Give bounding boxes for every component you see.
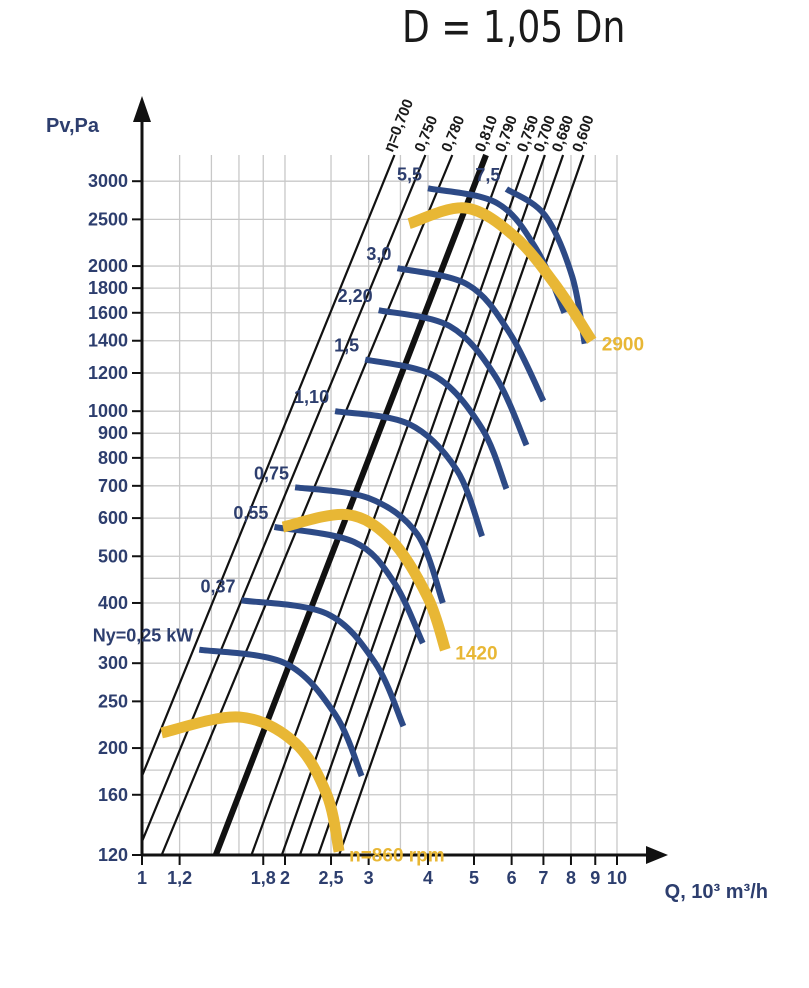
x-tick-label: 4 — [423, 868, 433, 888]
power-label: 5,5 — [397, 164, 422, 184]
y-tick-label: 250 — [98, 691, 128, 711]
power-curves — [198, 185, 588, 778]
y-tick-label: 1600 — [88, 303, 128, 323]
y-tick-label: 700 — [98, 476, 128, 496]
power-label: Ny=0,25 kW — [93, 626, 194, 646]
chart-title: D = 1,05 Dn — [402, 3, 625, 53]
x-tick-label: 1,2 — [167, 868, 192, 888]
y-axis-arrow — [133, 96, 151, 122]
y-tick-label: 500 — [98, 546, 128, 566]
power-label: 1,10 — [294, 387, 329, 407]
speed-curve — [407, 202, 597, 344]
power-label: 0,75 — [254, 463, 289, 483]
efficiency-line — [212, 153, 489, 855]
x-tick-label: 3 — [364, 868, 374, 888]
y-tick-label: 200 — [98, 738, 128, 758]
power-label: 0,37 — [200, 576, 235, 596]
speed-label: n=860 rpm — [349, 846, 445, 867]
speed-label: 1420 — [455, 644, 497, 665]
speed-label: 2900 — [602, 335, 644, 356]
power-curve — [241, 597, 407, 728]
efficiency-line — [280, 154, 530, 855]
x-tick-label: 6 — [507, 868, 517, 888]
power-curve — [198, 646, 365, 778]
y-tick-label: 1200 — [88, 363, 128, 383]
y-tick-label: 400 — [98, 593, 128, 613]
power-label: 1,5 — [334, 335, 359, 355]
power-curve — [396, 265, 547, 403]
y-tick-label: 1000 — [88, 401, 128, 421]
y-tick-label: 600 — [98, 508, 128, 528]
y-tick-label: 900 — [98, 423, 128, 443]
x-tick-label: 8 — [566, 868, 576, 888]
x-tick-label: 9 — [590, 868, 600, 888]
power-label: 7,5 — [475, 165, 500, 185]
power-curve — [334, 408, 485, 538]
power-curve — [273, 524, 426, 645]
efficiency-line — [317, 154, 565, 855]
efficiency-label: 0,780 — [438, 113, 468, 154]
power-label: 3,0 — [366, 244, 391, 264]
y-tick-label: 2500 — [88, 209, 128, 229]
speed-curve — [160, 711, 345, 853]
y-tick-label: 120 — [98, 845, 128, 865]
x-tick-label: 1,8 — [251, 868, 276, 888]
efficiency-line — [298, 154, 546, 855]
y-tick-label: 3000 — [88, 171, 128, 191]
x-tick-label: 2,5 — [319, 868, 344, 888]
y-tick-label: 160 — [98, 785, 128, 805]
speed-curves — [160, 202, 597, 853]
power-curve — [364, 356, 510, 490]
y-axis-label: Pv,Pa — [46, 115, 100, 137]
y-tick-label: 800 — [98, 448, 128, 468]
power-label: 0,55 — [233, 503, 268, 523]
efficiency-lines — [142, 153, 585, 855]
efficiency-label: 0,750 — [411, 113, 441, 154]
power-curve — [378, 307, 530, 447]
power-curve — [294, 484, 446, 605]
x-tick-label: 10 — [607, 868, 627, 888]
x-axis-label: Q, 10³ m³/h — [665, 881, 768, 903]
y-tick-label: 300 — [98, 653, 128, 673]
x-tick-label: 7 — [538, 868, 548, 888]
tick-labels: 1201602002503004005006007008009001000120… — [88, 171, 627, 888]
x-tick-label: 1 — [137, 868, 147, 888]
efficiency-line — [142, 154, 396, 777]
y-tick-label: 2000 — [88, 256, 128, 276]
speed-curve — [281, 508, 451, 652]
x-tick-label: 5 — [469, 868, 479, 888]
y-tick-label: 1400 — [88, 331, 128, 351]
y-tick-label: 1800 — [88, 278, 128, 298]
power-label: 2,20 — [338, 286, 373, 306]
x-tick-label: 2 — [280, 868, 290, 888]
x-axis-arrow — [646, 846, 668, 864]
